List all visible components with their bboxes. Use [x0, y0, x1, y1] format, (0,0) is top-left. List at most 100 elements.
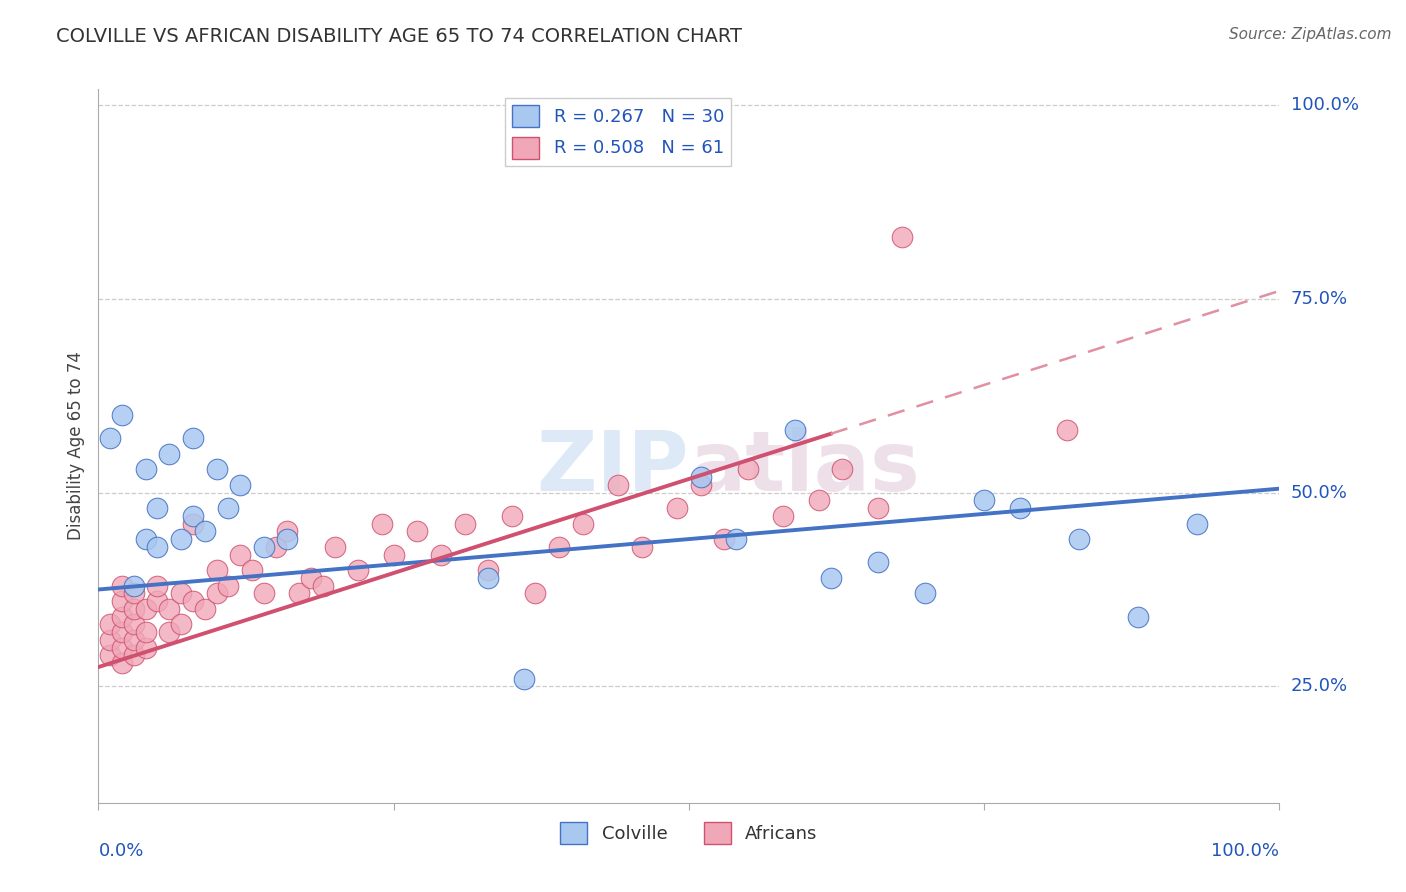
Point [181, 594, 204, 608]
Point [240, 563, 263, 577]
Point [122, 617, 145, 632]
Point [194, 602, 217, 616]
Point [170, 586, 193, 600]
Point [288, 586, 311, 600]
Point [323, 540, 346, 554]
Point [122, 632, 145, 647]
Point [772, 508, 794, 523]
Point [347, 563, 370, 577]
Point [1056, 424, 1078, 438]
Point [973, 493, 995, 508]
Point [157, 625, 180, 640]
Point [1126, 609, 1149, 624]
Point [111, 408, 134, 422]
Point [170, 617, 193, 632]
Point [157, 447, 180, 461]
Point [181, 431, 204, 445]
Point [229, 477, 252, 491]
Point [98, 431, 121, 445]
Point [371, 516, 394, 531]
Point [122, 648, 145, 663]
Point [135, 625, 157, 640]
Point [571, 516, 593, 531]
Point [122, 579, 145, 593]
Text: 100.0%: 100.0% [1291, 95, 1358, 113]
Point [453, 516, 475, 531]
Point [1067, 532, 1090, 546]
Point [276, 524, 298, 539]
Point [737, 462, 759, 476]
Point [406, 524, 429, 539]
Point [477, 571, 499, 585]
Point [229, 548, 252, 562]
Text: ZIP: ZIP [537, 427, 689, 508]
Point [501, 508, 523, 523]
Point [299, 571, 322, 585]
Point [98, 617, 121, 632]
Point [146, 594, 169, 608]
Point [666, 501, 689, 516]
Text: 50.0%: 50.0% [1291, 483, 1347, 501]
Point [785, 424, 807, 438]
Point [98, 648, 121, 663]
Text: Source: ZipAtlas.com: Source: ZipAtlas.com [1229, 27, 1392, 42]
Point [276, 532, 298, 546]
Legend: Colville, Africans: Colville, Africans [553, 814, 825, 851]
Point [157, 602, 180, 616]
Point [122, 586, 145, 600]
Text: 0.0%: 0.0% [98, 842, 143, 860]
Point [146, 540, 169, 554]
Point [205, 586, 228, 600]
Point [607, 477, 630, 491]
Point [512, 672, 534, 686]
Point [135, 602, 157, 616]
Point [111, 625, 134, 640]
Point [866, 555, 889, 569]
Point [253, 540, 276, 554]
Point [253, 586, 276, 600]
Y-axis label: Disability Age 65 to 74: Disability Age 65 to 74 [66, 351, 84, 541]
Text: 75.0%: 75.0% [1291, 290, 1348, 308]
Point [205, 563, 228, 577]
Point [181, 508, 204, 523]
Point [807, 493, 830, 508]
Text: atlas: atlas [689, 427, 920, 508]
Point [1185, 516, 1208, 531]
Point [111, 656, 134, 670]
Point [890, 229, 912, 244]
Point [111, 579, 134, 593]
Point [111, 594, 134, 608]
Text: 100.0%: 100.0% [1212, 842, 1279, 860]
Point [146, 501, 169, 516]
Point [217, 579, 239, 593]
Point [477, 563, 499, 577]
Point [524, 586, 547, 600]
Point [181, 516, 204, 531]
Point [170, 532, 193, 546]
Point [217, 501, 239, 516]
Point [713, 532, 735, 546]
Point [831, 462, 853, 476]
Point [312, 579, 335, 593]
Point [135, 640, 157, 655]
Point [382, 548, 405, 562]
Point [98, 632, 121, 647]
Point [122, 602, 145, 616]
Point [111, 609, 134, 624]
Point [111, 640, 134, 655]
Text: COLVILLE VS AFRICAN DISABILITY AGE 65 TO 74 CORRELATION CHART: COLVILLE VS AFRICAN DISABILITY AGE 65 TO… [56, 27, 742, 45]
Point [630, 540, 652, 554]
Point [135, 462, 157, 476]
Point [866, 501, 889, 516]
Point [820, 571, 842, 585]
Point [135, 532, 157, 546]
Point [1008, 501, 1031, 516]
Point [914, 586, 936, 600]
Point [205, 462, 228, 476]
Point [548, 540, 571, 554]
Point [264, 540, 287, 554]
Point [689, 477, 711, 491]
Point [146, 579, 169, 593]
Point [194, 524, 217, 539]
Point [689, 470, 711, 484]
